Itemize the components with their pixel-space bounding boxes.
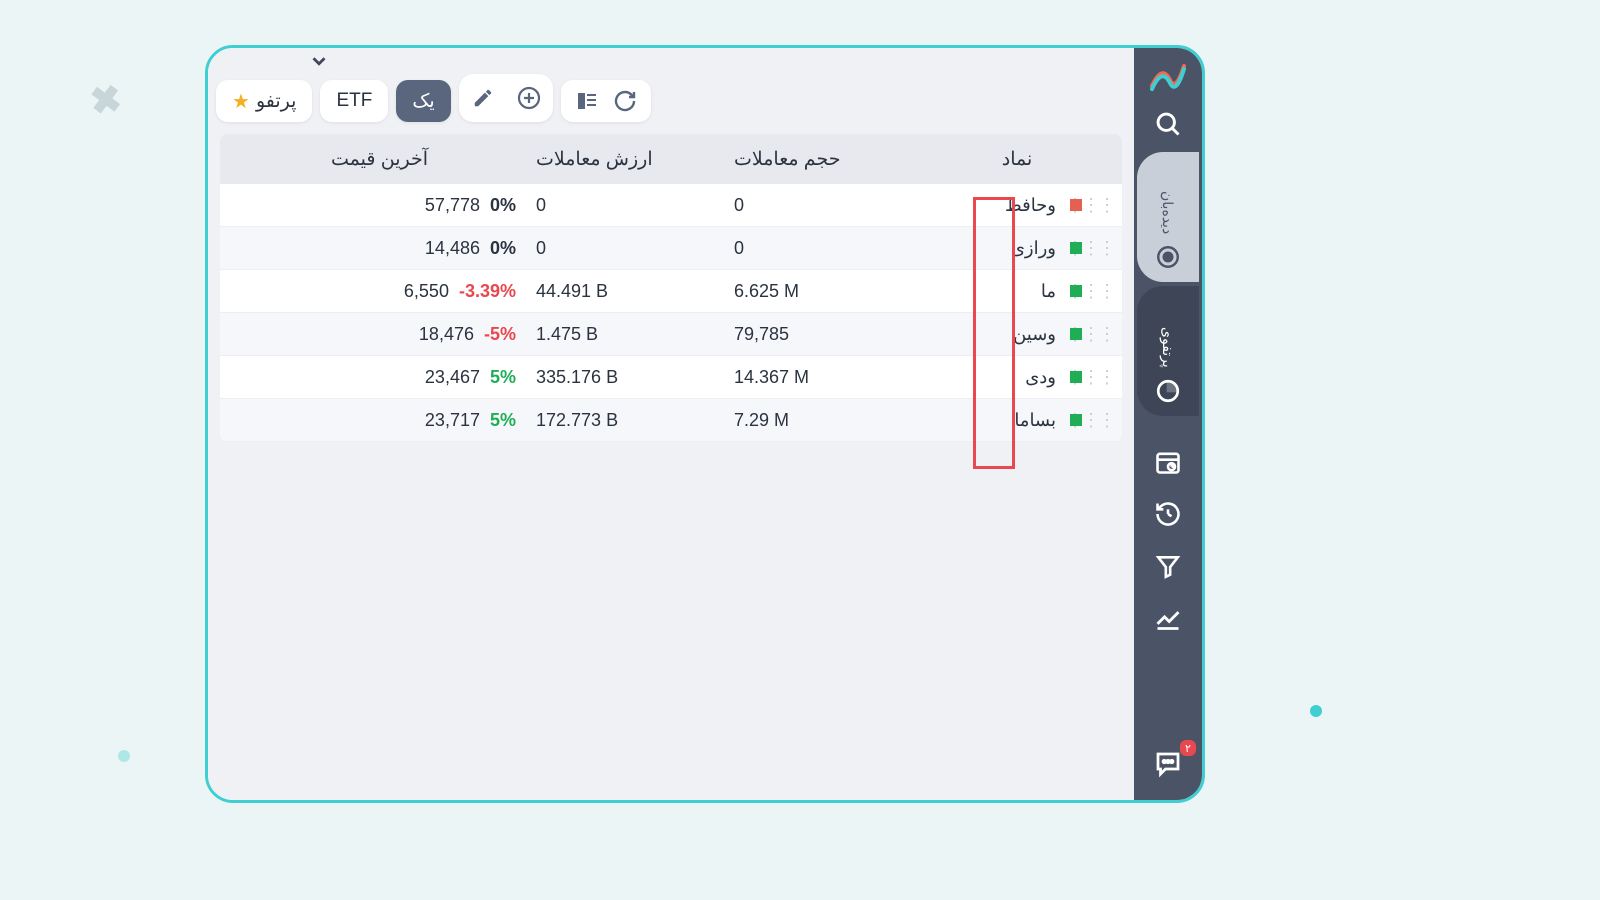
symbol-name: وحافظ: [1005, 195, 1056, 216]
table-row[interactable]: ⋮⋮⋮ ودی 14.367 M335.176 B 23,467 5%: [220, 356, 1122, 399]
price-change: 0%: [490, 195, 516, 216]
one-pill[interactable]: یک: [396, 80, 450, 122]
symbol-name: ورازی: [1011, 238, 1056, 259]
drag-handle-icon[interactable]: ⋮⋮⋮: [1096, 281, 1114, 302]
status-indicator: [1070, 242, 1082, 254]
price-value: 18,476: [419, 324, 474, 345]
status-indicator: [1070, 328, 1082, 340]
edit-icon[interactable]: [465, 80, 501, 116]
search-icon[interactable]: [1134, 98, 1202, 150]
history-icon[interactable]: [1134, 488, 1202, 540]
price-value: 57,778: [425, 195, 480, 216]
table-row[interactable]: ⋮⋮⋮ ما 6.625 M44.491 B 6,550 -3.39%: [220, 270, 1122, 313]
calendar-icon[interactable]: [1134, 436, 1202, 488]
watchlist-tab[interactable]: دیده‌بان: [1137, 152, 1199, 282]
status-indicator: [1070, 414, 1082, 426]
value-cell: 1.475 B: [516, 324, 714, 345]
columns-icon[interactable]: [575, 89, 599, 113]
header-symbol[interactable]: نماد: [912, 148, 1122, 171]
chat-badge: ۲: [1180, 740, 1196, 756]
last-price-cell: 23,467 5%: [311, 367, 516, 388]
decor-dot-2: [118, 750, 130, 762]
price-change: -5%: [484, 324, 516, 345]
value-cell: 44.491 B: [516, 281, 714, 302]
last-price-cell: 6,550 -3.39%: [311, 281, 516, 302]
decor-x-icon: ✖: [87, 76, 125, 125]
volume-cell: 6.625 M: [714, 281, 912, 302]
price-change: -3.39%: [459, 281, 516, 302]
header-value[interactable]: ارزش معاملات: [516, 148, 714, 171]
symbol-name: وسین: [1013, 324, 1056, 345]
volume-cell: 14.367 M: [714, 367, 912, 388]
refresh-icon[interactable]: [613, 89, 637, 113]
header-volume[interactable]: حجم معاملات: [714, 148, 912, 171]
symbol-name: بساما: [1014, 410, 1056, 431]
volume-cell: 79,785: [714, 324, 912, 345]
chevron-down-icon[interactable]: [308, 50, 330, 72]
symbol-name: ودی: [1025, 367, 1056, 388]
chat-icon[interactable]: ۲: [1134, 738, 1202, 790]
table-row[interactable]: ⋮⋮⋮ بساما 7.29 M172.773 B 23,717 5%: [220, 399, 1122, 442]
price-change: 5%: [490, 410, 516, 431]
volume-cell: 7.29 M: [714, 410, 912, 431]
edit-add-group: [459, 74, 553, 122]
drag-handle-icon[interactable]: ⋮⋮⋮: [1096, 195, 1114, 216]
portfolio-tab[interactable]: پرتفوی: [1137, 286, 1199, 416]
price-change: 0%: [490, 238, 516, 259]
decor-dot-1: [1310, 705, 1322, 717]
status-indicator: [1070, 285, 1082, 297]
star-icon: ★: [232, 89, 250, 114]
last-price-cell: 23,717 5%: [311, 410, 516, 431]
sidebar: دیده‌بان پرتفوی ۲: [1134, 48, 1202, 800]
volume-cell: 0: [714, 238, 912, 259]
drag-handle-icon[interactable]: ⋮⋮⋮: [1096, 238, 1114, 259]
symbol-name: ما: [1041, 281, 1056, 302]
value-cell: 172.773 B: [516, 410, 714, 431]
portfolio-pill-label: پرتفو: [256, 90, 297, 113]
table-body: ⋮⋮⋮وحافظ0057,7780%⋮⋮⋮ورازی0014,4860%⋮⋮⋮م…: [220, 184, 1122, 442]
etf-pill[interactable]: ETF: [320, 80, 388, 122]
table-header: نماد حجم معاملات ارزش معاملات آخرین قیمت: [220, 134, 1122, 184]
filter-icon[interactable]: [1134, 540, 1202, 592]
table-row[interactable]: ⋮⋮⋮ وسین 79,7851.475 B 18,476 -5%: [220, 313, 1122, 356]
last-price-cell: 14,486 0%: [311, 238, 516, 259]
portfolio-label: پرتفوی: [1160, 327, 1176, 368]
value-cell: 0: [516, 238, 714, 259]
top-toolbar: پرتفو ★ ETF یک: [208, 48, 1134, 130]
status-indicator: [1070, 199, 1082, 211]
add-icon[interactable]: [511, 80, 547, 116]
drag-handle-icon[interactable]: ⋮⋮⋮: [1096, 324, 1114, 345]
app-logo: [1146, 54, 1190, 98]
header-last[interactable]: آخرین قیمت: [311, 148, 516, 171]
etf-pill-label: ETF: [336, 90, 372, 112]
one-pill-label: یک: [412, 90, 434, 113]
value-cell: 0: [516, 195, 714, 216]
table-row[interactable]: ⋮⋮⋮ وحافظ 00 57,778 0%: [220, 184, 1122, 227]
drag-handle-icon[interactable]: ⋮⋮⋮: [1096, 410, 1114, 431]
portfolio-pill[interactable]: پرتفو ★: [216, 80, 312, 122]
volume-cell: 0: [714, 195, 912, 216]
table-row[interactable]: ⋮⋮⋮ ورازی 00 14,486 0%: [220, 227, 1122, 270]
main-area: پرتفو ★ ETF یک: [208, 48, 1134, 800]
price-value: 23,467: [425, 367, 480, 388]
price-value: 23,717: [425, 410, 480, 431]
chart-icon[interactable]: [1134, 592, 1202, 644]
price-change: 5%: [490, 367, 516, 388]
drag-handle-icon[interactable]: ⋮⋮⋮: [1096, 367, 1114, 388]
app-frame: دیده‌بان پرتفوی ۲: [205, 45, 1205, 803]
price-value: 14,486: [425, 238, 480, 259]
watchlist-table: نماد حجم معاملات ارزش معاملات آخرین قیمت…: [220, 134, 1122, 442]
watchlist-label: دیده‌بان: [1160, 191, 1176, 234]
left-tool-group: [561, 80, 651, 122]
last-price-cell: 57,778 0%: [311, 195, 516, 216]
last-price-cell: 18,476 -5%: [311, 324, 516, 345]
price-value: 6,550: [404, 281, 449, 302]
value-cell: 335.176 B: [516, 367, 714, 388]
status-indicator: [1070, 371, 1082, 383]
